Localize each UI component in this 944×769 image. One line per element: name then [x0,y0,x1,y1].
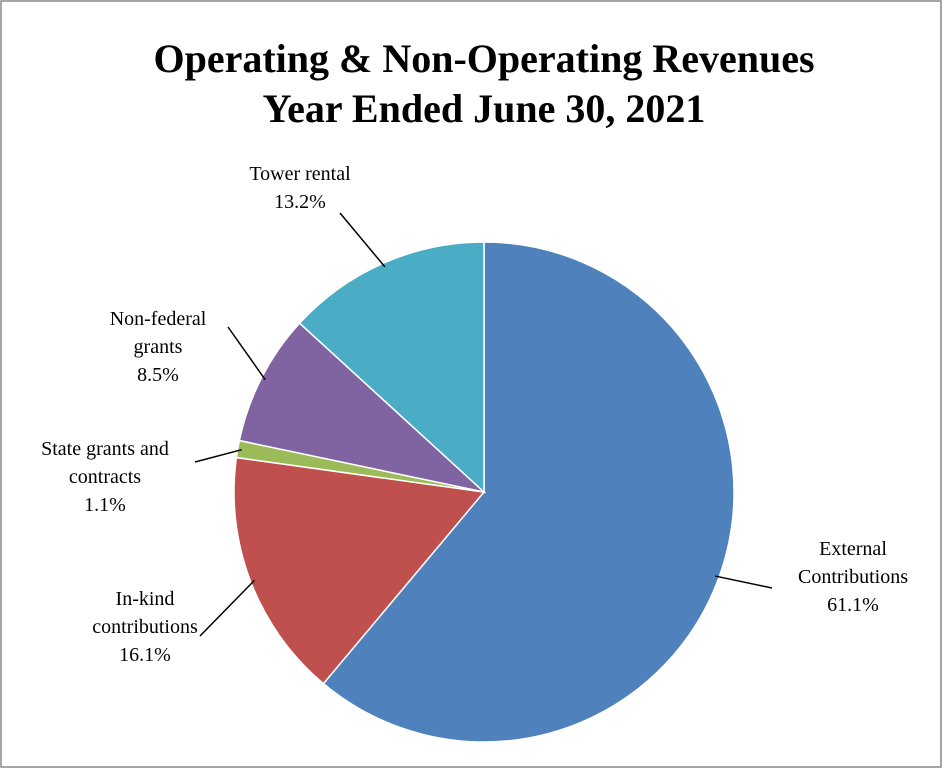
category-line: Non-federal [110,308,207,330]
category-name: External Contributions [798,538,908,588]
pie-slice [298,241,485,494]
category-line: Tower rental [249,163,351,185]
slice-label: In-kind contributions 16.1% [92,588,198,666]
category-line: grants [134,336,183,358]
chart-title: Operating & Non-Operating Revenues [153,36,814,81]
category-line: External [819,538,887,560]
category-name: State grants and contracts [41,438,169,488]
category-line: contributions [92,616,198,638]
slice-label: Tower rental 13.2% [249,163,351,213]
slice-label: Non-federal grants 8.5% [110,308,207,386]
value-label: 61.1% [827,594,879,616]
category-line: In-kind [116,588,175,610]
category-line: contracts [69,466,141,488]
leader-line [339,212,386,268]
value-label: 1.1% [84,494,126,516]
category-name: Non-federal grants [110,308,207,358]
category-line: Contributions [798,566,908,588]
slice-label: State grants and contracts 1.1% [41,438,169,516]
pie-slice [233,456,486,685]
category-name: In-kind contributions [92,588,198,638]
category-name: Tower rental [249,163,351,185]
leader-line [715,575,773,589]
category-line: State grants and [41,438,169,460]
leader-line [227,326,266,381]
value-label: 8.5% [137,364,179,386]
value-label: 16.1% [119,644,171,666]
pie-slice [238,322,487,494]
value-label: 13.2% [274,191,326,213]
chart-subtitle: Year Ended June 30, 2021 [263,86,706,131]
leader-line [194,448,242,463]
leader-line [199,579,255,637]
slice-label: External Contributions 61.1% [798,538,908,616]
